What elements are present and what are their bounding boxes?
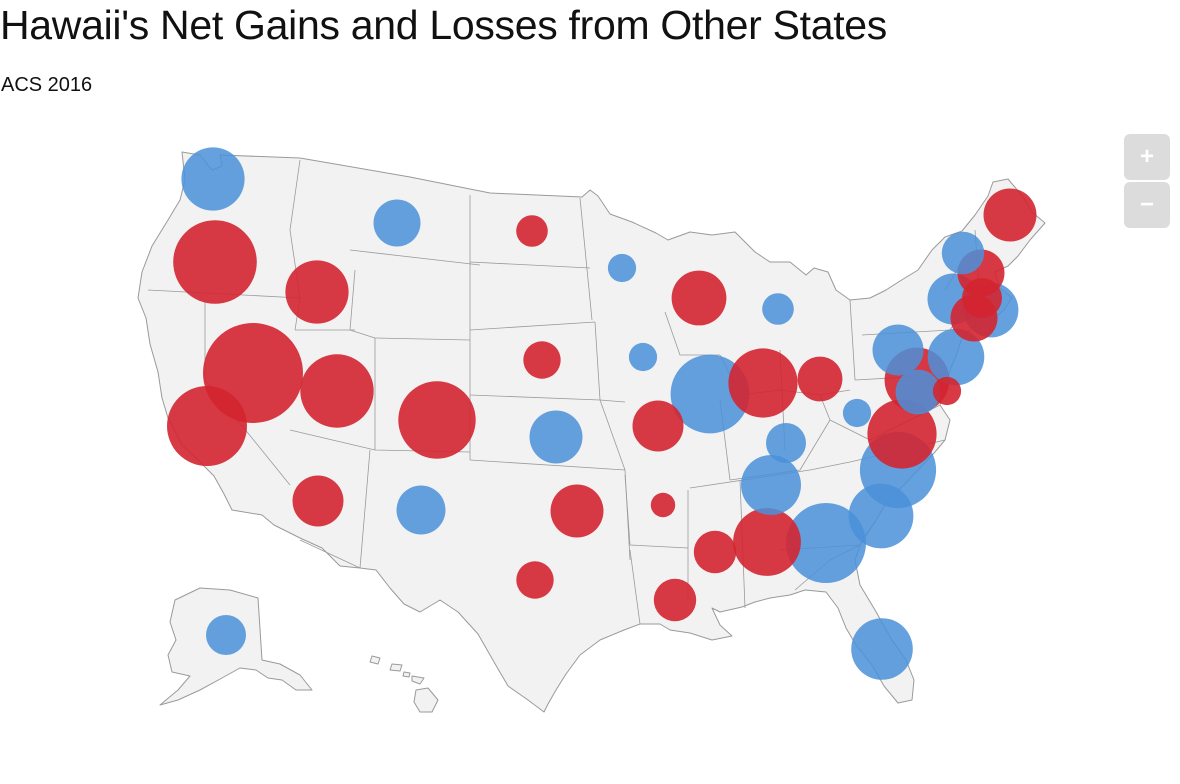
bubble-virginia[interactable] [867, 399, 937, 469]
bubble-kentucky[interactable] [766, 423, 806, 463]
bubble-montana[interactable] [373, 199, 421, 247]
zoom-out-button[interactable]: − [1124, 182, 1170, 228]
bubble-arizona[interactable] [292, 475, 344, 527]
hawaii-island [411, 675, 425, 685]
bubble-minnesota[interactable] [607, 253, 637, 283]
bubble-arkansas[interactable] [650, 492, 676, 518]
state-border [349, 249, 481, 266]
bubble-michigan[interactable] [762, 293, 794, 325]
bubble-new-mexico[interactable] [396, 485, 446, 535]
hawaii-island [369, 655, 381, 665]
bubble-south-carolina[interactable] [848, 483, 914, 549]
state-border [624, 474, 689, 549]
zoom-in-button[interactable]: + [1124, 134, 1170, 180]
bubble-vermont[interactable] [941, 231, 985, 275]
bubble-alabama[interactable] [733, 508, 801, 576]
hawaii-island [413, 687, 439, 713]
hawaii-island [402, 671, 411, 678]
state-border [349, 269, 376, 339]
bubble-oregon[interactable] [173, 220, 257, 304]
state-border [289, 429, 376, 451]
state-border [469, 261, 591, 269]
bubble-nebraska[interactable] [523, 341, 561, 379]
state-border [629, 549, 641, 625]
bubble-pennsylvania[interactable] [872, 324, 924, 376]
bubble-missouri[interactable] [632, 400, 684, 452]
bubble-alaska[interactable] [206, 615, 246, 655]
state-border [579, 197, 593, 321]
bubble-california[interactable] [167, 386, 247, 466]
bubble-district-of-columbia[interactable] [895, 369, 941, 415]
bubble-north-dakota[interactable] [516, 215, 548, 247]
hawaii-island [389, 663, 403, 672]
bubble-new-jersey[interactable] [927, 328, 985, 386]
state-border [599, 399, 626, 403]
state-border [849, 299, 856, 381]
state-border [299, 449, 371, 569]
bubble-idaho[interactable] [285, 260, 349, 324]
state-border [469, 459, 626, 471]
bubble-wisconsin[interactable] [671, 270, 727, 326]
state-border [469, 321, 596, 331]
bubble-iowa[interactable] [628, 342, 658, 372]
bubble-ohio[interactable] [797, 356, 843, 402]
bubble-kansas[interactable] [529, 410, 583, 464]
bubble-maine[interactable] [983, 188, 1037, 242]
state-border [374, 337, 471, 341]
bubble-texas[interactable] [516, 561, 554, 599]
page-title: Hawaii's Net Gains and Losses from Other… [0, 2, 887, 48]
minus-icon: − [1139, 191, 1154, 218]
state-bubbles [167, 147, 1037, 680]
page-subtitle: ACS 2016 [1, 74, 93, 96]
bubble-florida[interactable] [851, 618, 913, 680]
bubble-mississippi[interactable] [693, 530, 737, 574]
bubble-georgia[interactable] [786, 503, 866, 583]
bubble-delaware[interactable] [932, 376, 962, 406]
bubble-tennessee[interactable] [741, 455, 801, 515]
bubble-utah[interactable] [300, 354, 374, 428]
bubble-louisiana[interactable] [653, 578, 697, 622]
bubble-massachusetts[interactable] [962, 278, 1002, 318]
state-border [469, 394, 601, 401]
bubble-west-virginia[interactable] [842, 398, 872, 428]
bubble-indiana[interactable] [728, 348, 798, 418]
plus-icon: + [1139, 143, 1154, 170]
bubble-oklahoma[interactable] [550, 484, 604, 538]
bubble-colorado[interactable] [398, 381, 476, 459]
bubble-washington[interactable] [181, 147, 245, 211]
